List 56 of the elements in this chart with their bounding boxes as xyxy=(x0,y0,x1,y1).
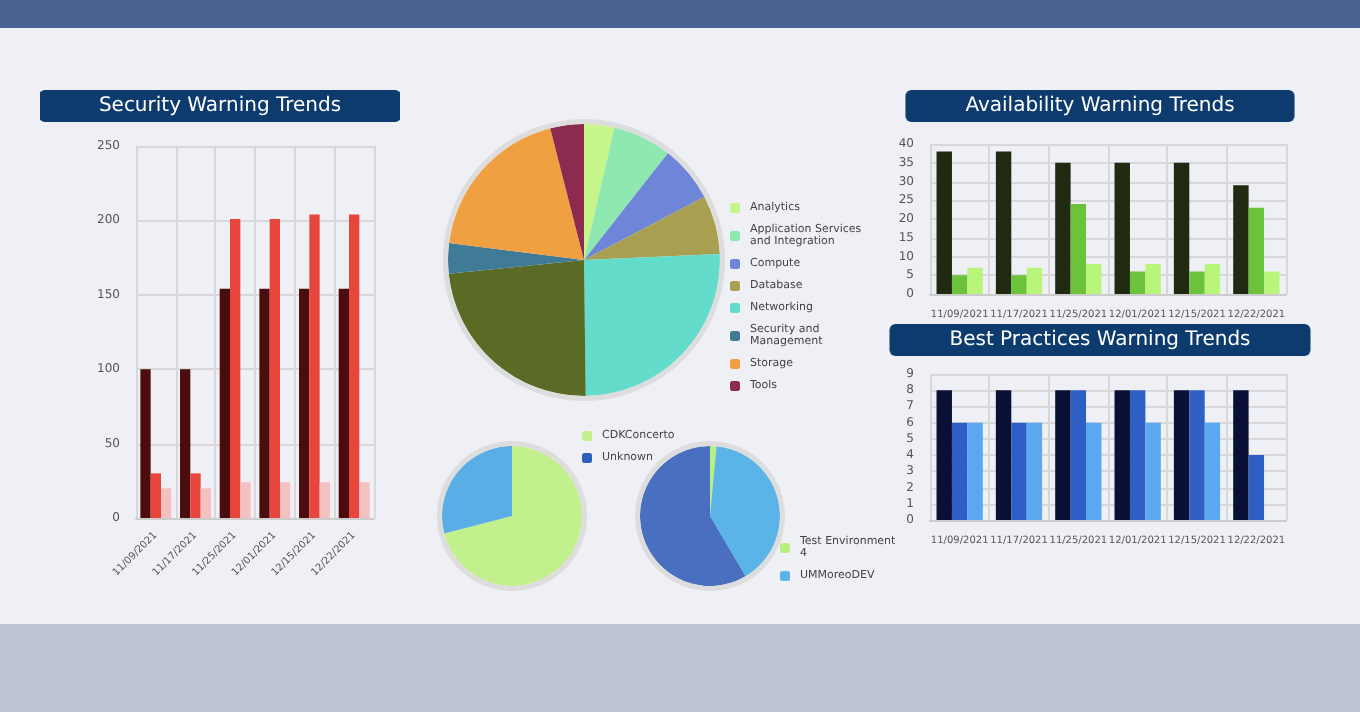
bar xyxy=(319,482,330,518)
bar xyxy=(309,214,320,518)
bar xyxy=(995,151,1012,294)
bar xyxy=(1204,264,1221,294)
chart-title: Security Warning Trends xyxy=(98,95,342,117)
bar xyxy=(299,288,310,518)
bar xyxy=(1145,264,1161,294)
bar xyxy=(1026,422,1043,520)
bar xyxy=(967,422,983,520)
bar xyxy=(240,482,251,518)
bar xyxy=(1070,390,1087,520)
bar xyxy=(1189,390,1205,520)
bar xyxy=(1011,275,1027,294)
bar xyxy=(200,488,211,518)
bar xyxy=(1173,390,1190,520)
bar xyxy=(1189,271,1205,294)
bar xyxy=(1173,162,1190,294)
bar xyxy=(338,288,350,518)
bar xyxy=(1145,422,1161,520)
bar xyxy=(1055,390,1071,520)
bar xyxy=(1248,207,1265,294)
bar xyxy=(1114,390,1130,520)
bar xyxy=(180,369,191,518)
bar xyxy=(1129,390,1146,520)
bar xyxy=(1233,185,1249,294)
bar xyxy=(951,275,968,294)
chart-title: Best Practices Warning Trends xyxy=(949,329,1251,351)
bar xyxy=(190,473,201,518)
bar xyxy=(936,390,952,520)
bar xyxy=(967,267,983,294)
chart-title: Availability Warning Trends xyxy=(965,95,1235,117)
bar xyxy=(936,151,952,294)
bar xyxy=(269,218,280,518)
bar xyxy=(349,214,360,518)
bar xyxy=(951,422,968,520)
bar xyxy=(1055,162,1071,294)
bar xyxy=(1011,422,1027,520)
bar xyxy=(140,369,151,518)
bar xyxy=(1070,204,1087,294)
bar xyxy=(359,482,370,518)
bar xyxy=(259,288,270,518)
bar xyxy=(1026,267,1043,294)
bar xyxy=(1204,422,1221,520)
bar xyxy=(1129,271,1146,294)
bar xyxy=(1086,422,1102,520)
bar xyxy=(1086,264,1102,294)
bar xyxy=(150,473,161,518)
bar xyxy=(1264,271,1280,294)
bar xyxy=(995,390,1012,520)
bar xyxy=(279,482,291,518)
bar xyxy=(1114,162,1130,294)
bar xyxy=(1233,390,1249,520)
bar xyxy=(160,488,172,518)
bar xyxy=(230,218,241,518)
bar xyxy=(219,288,231,518)
bar xyxy=(1248,455,1265,520)
